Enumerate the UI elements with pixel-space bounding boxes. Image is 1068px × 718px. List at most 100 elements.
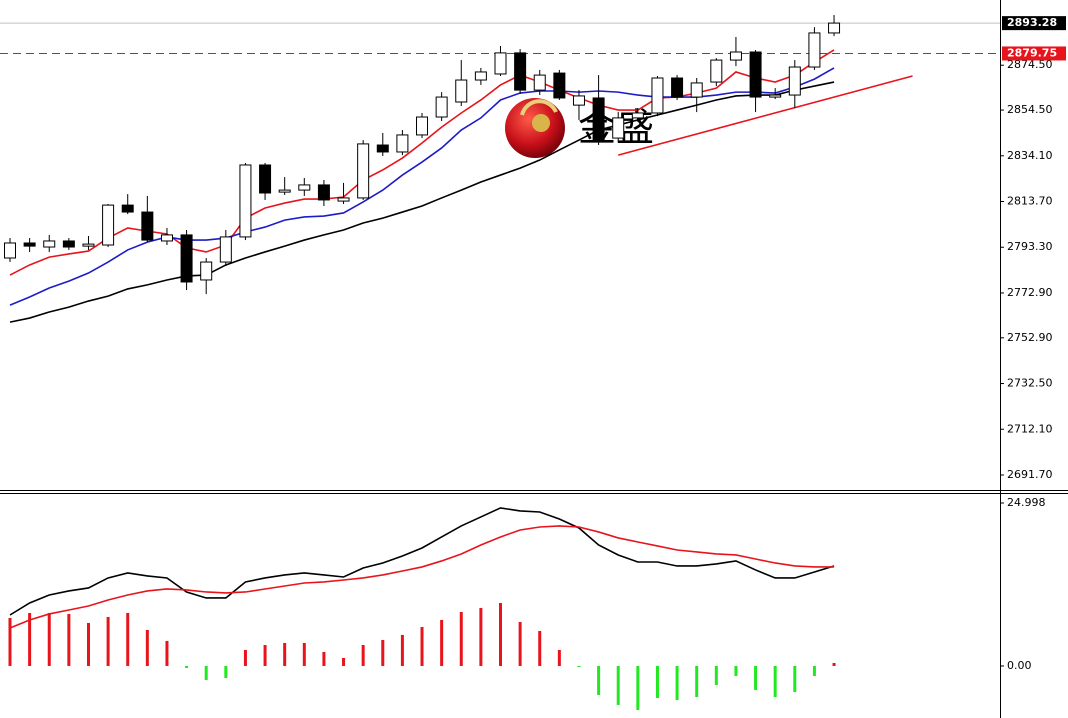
candle-body <box>710 59 723 83</box>
histogram-bar <box>106 616 110 666</box>
y-tick-label: 2732.50 <box>1007 377 1053 390</box>
candle-body <box>121 204 134 213</box>
histogram-bar <box>734 665 738 676</box>
candle-body <box>239 164 252 238</box>
histogram-bar <box>675 665 679 701</box>
histogram-bar <box>616 665 620 705</box>
candle-body <box>474 71 487 81</box>
histogram-bar <box>655 665 659 698</box>
y-tick-label: 0.00 <box>1007 659 1032 672</box>
candle-body <box>729 51 742 61</box>
candle-body <box>553 72 566 99</box>
candle-body <box>337 197 350 202</box>
histogram-bar <box>28 612 32 666</box>
histogram-bar <box>812 665 816 676</box>
histogram-bar <box>126 612 130 666</box>
candle-body <box>416 116 429 136</box>
candle-body <box>396 134 409 153</box>
histogram-bar <box>302 642 306 666</box>
candle-body <box>376 144 389 153</box>
candle-body <box>533 74 546 91</box>
histogram-bar <box>263 644 267 666</box>
histogram-bar <box>67 613 71 666</box>
trendline <box>618 75 913 156</box>
histogram-bar <box>832 662 836 666</box>
y-tick-label: 2691.70 <box>1007 468 1053 481</box>
histogram-bar <box>165 640 169 666</box>
histogram-bar <box>381 639 385 666</box>
histogram-bar <box>714 665 718 685</box>
candle-body <box>671 77 684 98</box>
histogram-bar <box>400 634 404 666</box>
histogram-bar <box>440 619 444 666</box>
candle-body <box>690 82 703 98</box>
histogram-bar <box>754 665 758 690</box>
candle-body <box>494 52 507 75</box>
price-tag-label: 2879.75 <box>1007 46 1057 59</box>
candle-body <box>357 143 370 199</box>
candle-body <box>23 242 36 247</box>
candle-body <box>808 32 821 68</box>
y-tick-label: 2813.70 <box>1007 195 1053 208</box>
histogram-bar <box>243 650 247 666</box>
candle-body <box>160 234 173 242</box>
histogram-bar <box>499 603 502 666</box>
histogram-bar <box>224 665 228 678</box>
candle-body <box>514 52 527 91</box>
histogram-bar <box>793 665 797 692</box>
candle-body <box>749 51 762 98</box>
candle-body <box>200 261 213 281</box>
price-tag-label: 2893.28 <box>1007 16 1057 29</box>
histogram-bar <box>283 642 287 666</box>
candle-body <box>612 117 625 139</box>
histogram-bar <box>773 665 777 698</box>
candle-body <box>788 66 801 96</box>
histogram-bar <box>577 665 581 667</box>
candle-body <box>62 240 75 248</box>
histogram-bar <box>695 665 699 698</box>
candle-body <box>141 211 154 241</box>
indicator-line <box>9 525 835 629</box>
histogram-bar <box>204 665 208 680</box>
y-tick-label: 2854.50 <box>1007 103 1053 116</box>
candle-body <box>631 112 644 119</box>
histogram-bar <box>420 626 424 666</box>
candle-body <box>651 77 664 114</box>
candle-body <box>43 240 56 248</box>
histogram-bar <box>557 650 561 666</box>
y-tick-label: 2834.10 <box>1007 149 1053 162</box>
y-tick-label: 2793.30 <box>1007 240 1053 253</box>
histogram-bar <box>518 621 522 666</box>
histogram-bar <box>342 657 346 666</box>
histogram-bar <box>145 629 149 666</box>
histogram-bar <box>538 630 542 666</box>
price-tag <box>1002 46 1066 61</box>
candle-body <box>4 242 16 259</box>
histogram-bar <box>636 665 640 710</box>
histogram-bar <box>361 644 365 666</box>
candle-body <box>278 189 291 193</box>
candle-body <box>769 94 782 98</box>
histogram-bar <box>322 651 326 666</box>
logo: 金盛 <box>505 98 654 158</box>
y-tick-label: 2772.90 <box>1007 286 1053 299</box>
histogram-bar <box>597 665 601 695</box>
candle-body <box>180 234 193 283</box>
histogram-bar <box>459 611 463 666</box>
candle-body <box>572 95 585 106</box>
histogram-bar <box>479 607 483 666</box>
histogram-bar <box>86 622 90 666</box>
indicator-line <box>9 507 835 616</box>
candle-body <box>298 184 311 191</box>
y-tick-label: 2712.10 <box>1007 422 1053 435</box>
candle-body <box>455 79 468 103</box>
price-panel: 2874.50 2854.50 2834.10 2813.70 2793.30 2772.… <box>0 15 1066 481</box>
logo-coin <box>532 114 550 132</box>
price-tag <box>1002 16 1066 31</box>
y-tick-label: 24.998 <box>1007 496 1046 509</box>
candle-body <box>317 184 330 201</box>
candle-body <box>435 96 448 118</box>
macd-panel: 24.998 0.00 <box>8 496 1046 710</box>
histogram-bar <box>47 612 51 666</box>
